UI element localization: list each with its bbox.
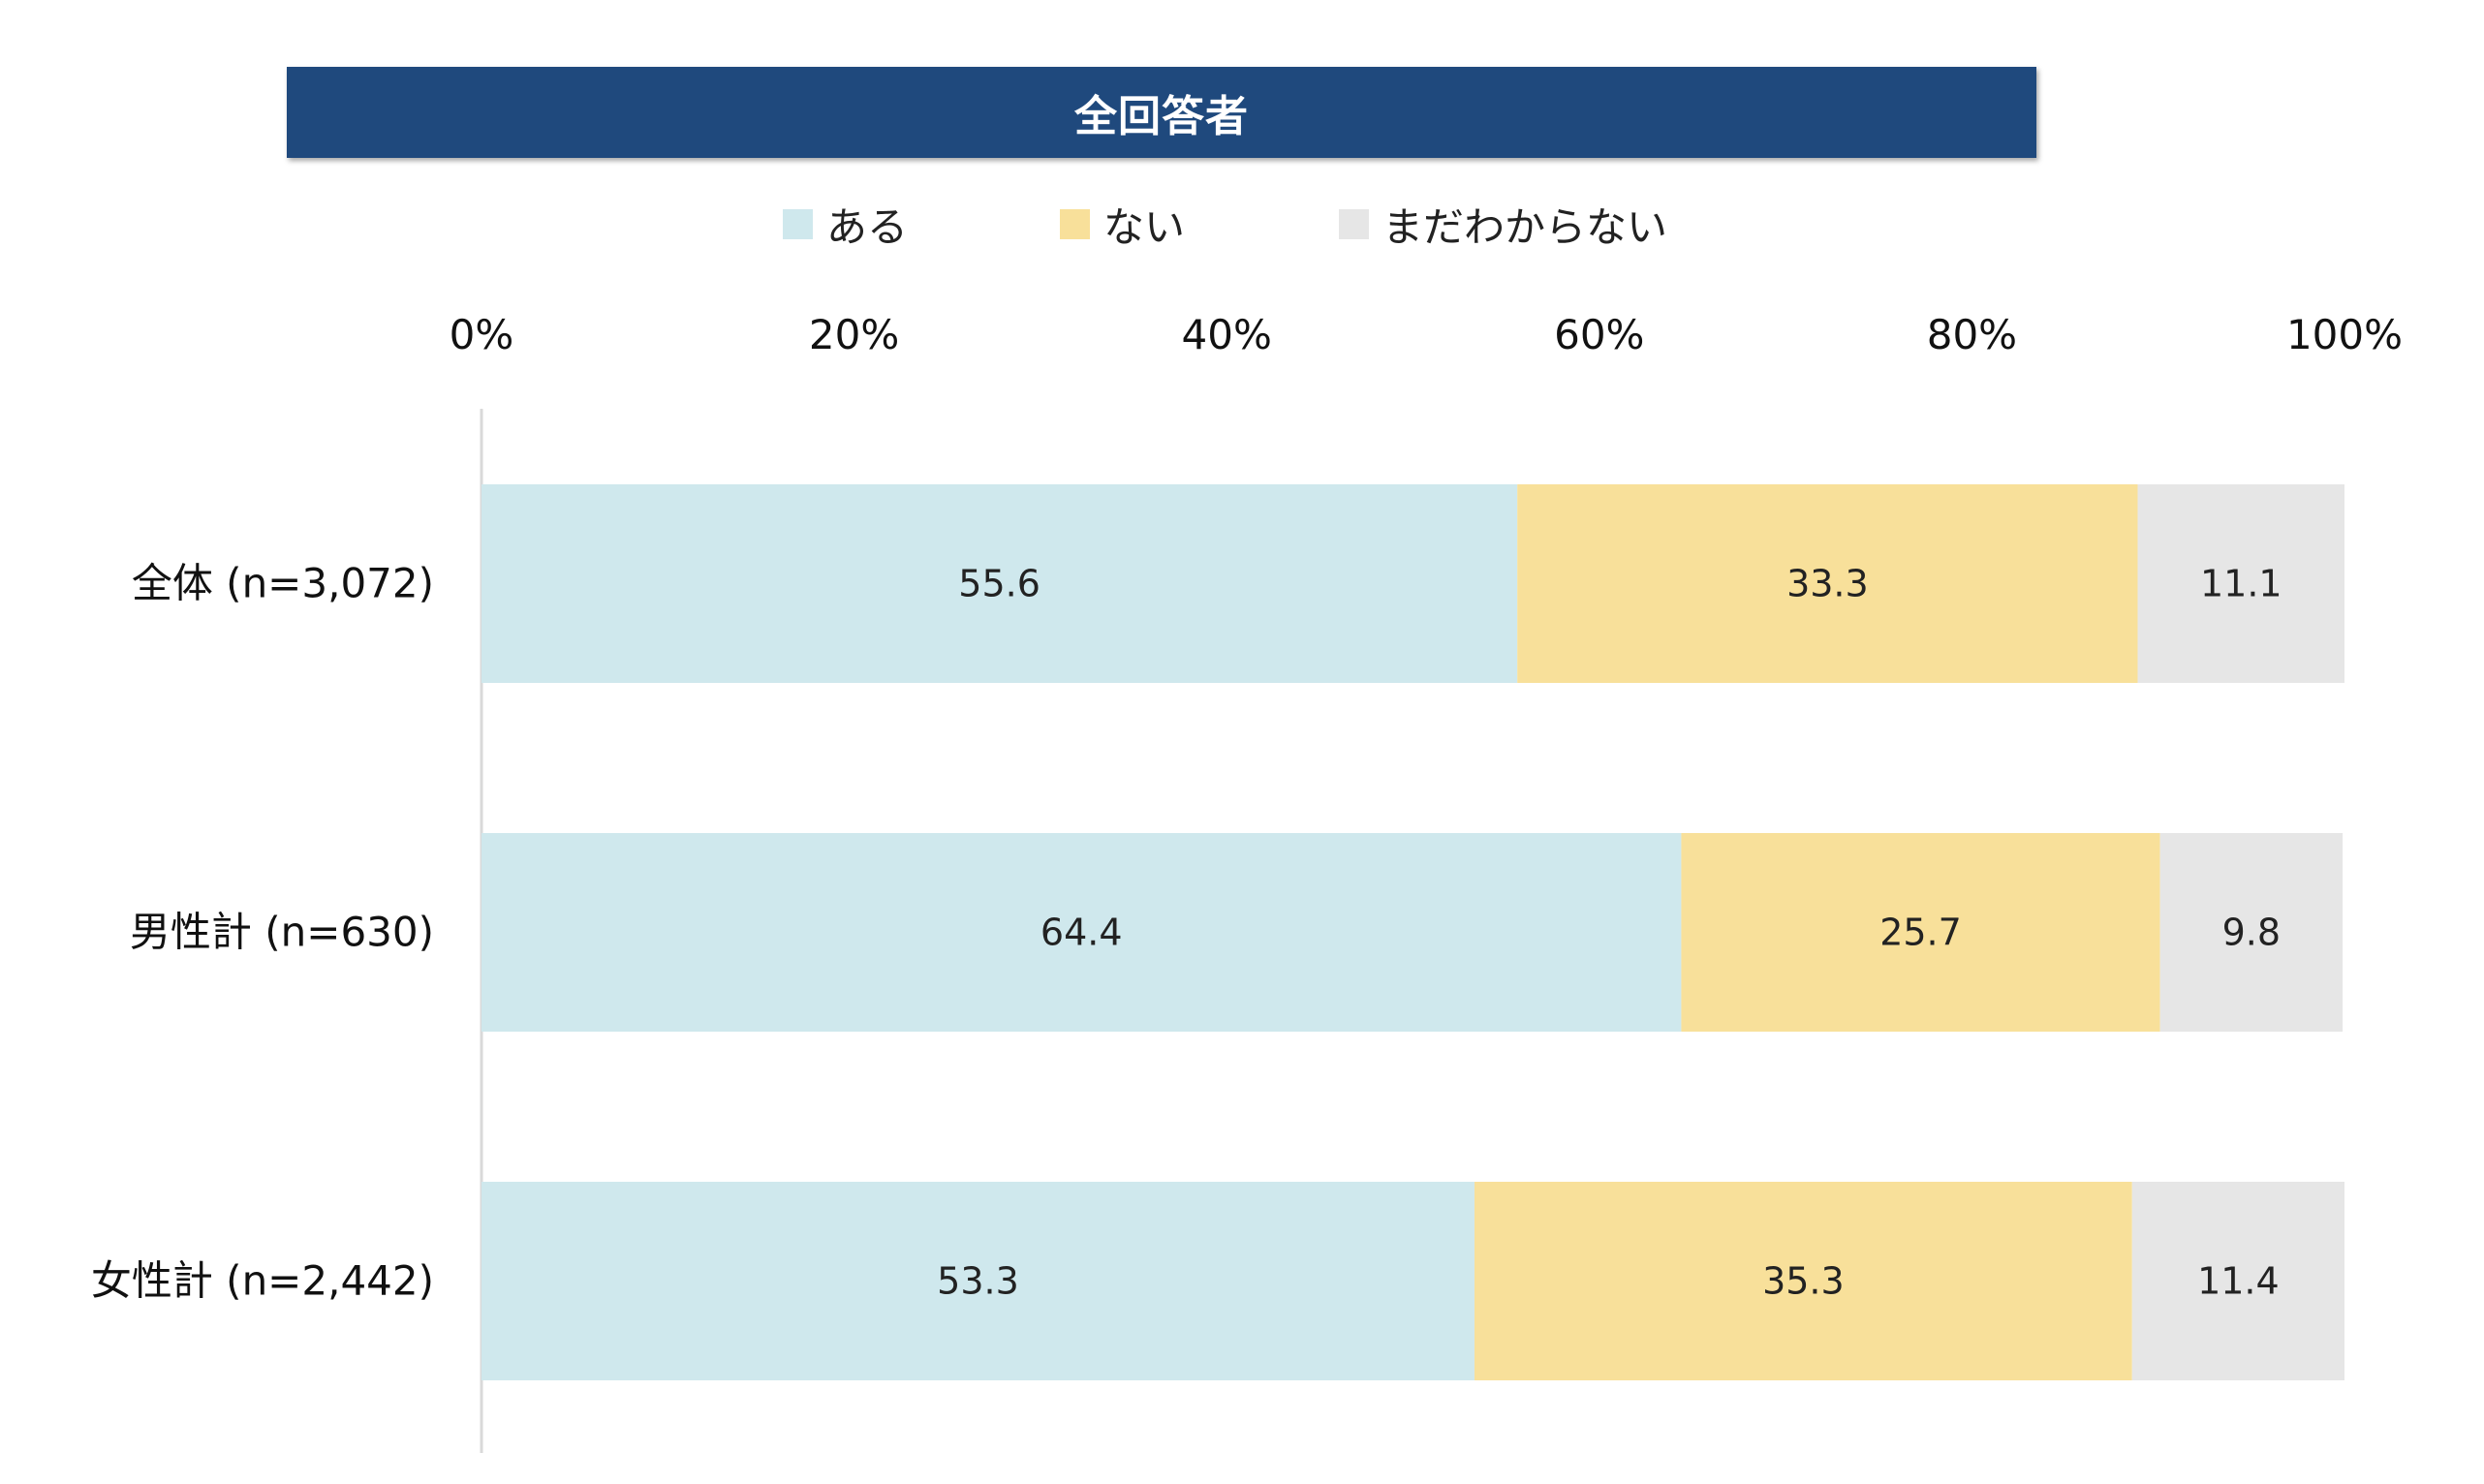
category-label: 男性計 (n=630) bbox=[130, 909, 434, 956]
data-label: 33.3 bbox=[1786, 563, 1869, 605]
bar-segment bbox=[2159, 833, 2344, 1032]
chart-title: 全回答者 bbox=[287, 67, 2036, 158]
x-tick-label: 80% bbox=[1927, 311, 2017, 358]
x-tick-label: 0% bbox=[450, 311, 514, 358]
legend-swatch-aru bbox=[783, 208, 813, 239]
legend-label-mada-wakaranai: まだわからない bbox=[1382, 202, 1668, 251]
x-tick-label: 60% bbox=[1554, 311, 1644, 358]
x-tick-label: 20% bbox=[809, 311, 899, 358]
legend-label-nai: ない bbox=[1103, 202, 1186, 251]
legend-item-aru: ある bbox=[783, 194, 908, 254]
bars: 55.6 33.3 11.1 64.4 25.7 9.8 53.3 35.3 11.4 bbox=[481, 484, 2344, 1380]
legend-item-mada-wakaranai: まだわからない bbox=[1339, 194, 1667, 254]
x-axis-tick-labels: 0% 20% 40% 60% 80% 100% bbox=[450, 311, 2403, 358]
legend-swatch-mada-wakaranai bbox=[1339, 208, 1369, 239]
bar-segment bbox=[481, 1182, 1475, 1380]
data-label: 9.8 bbox=[2222, 912, 2281, 954]
data-label: 53.3 bbox=[937, 1260, 1019, 1303]
data-label: 64.4 bbox=[1040, 912, 1123, 954]
category-labels: 全体 (n=3,072) 男性計 (n=630) 女性計 (n=2,442) bbox=[91, 560, 434, 1305]
data-label: 35.3 bbox=[1762, 1260, 1845, 1303]
bar-segment bbox=[481, 484, 1518, 683]
category-label: 女性計 (n=2,442) bbox=[91, 1257, 434, 1305]
legend: ある ない まだわからない bbox=[0, 194, 2484, 254]
x-tick-label: 100% bbox=[2286, 311, 2403, 358]
bar-segment bbox=[2137, 484, 2344, 683]
x-tick-label: 40% bbox=[1182, 311, 1272, 358]
bar-segment bbox=[481, 833, 1682, 1032]
data-label: 11.4 bbox=[2197, 1260, 2280, 1303]
category-label: 全体 (n=3,072) bbox=[132, 560, 434, 607]
legend-label-aru: ある bbox=[826, 202, 909, 251]
legend-item-nai: ない bbox=[1060, 194, 1185, 254]
bar-segment bbox=[2131, 1182, 2344, 1380]
data-label: 25.7 bbox=[1879, 912, 1962, 954]
legend-swatch-nai bbox=[1060, 208, 1090, 239]
data-label: 55.6 bbox=[958, 563, 1040, 605]
bar-segment bbox=[1474, 1182, 2132, 1380]
bar-segment bbox=[1681, 833, 2160, 1032]
bar-segment bbox=[1517, 484, 2138, 683]
data-label: 11.1 bbox=[2200, 563, 2282, 605]
